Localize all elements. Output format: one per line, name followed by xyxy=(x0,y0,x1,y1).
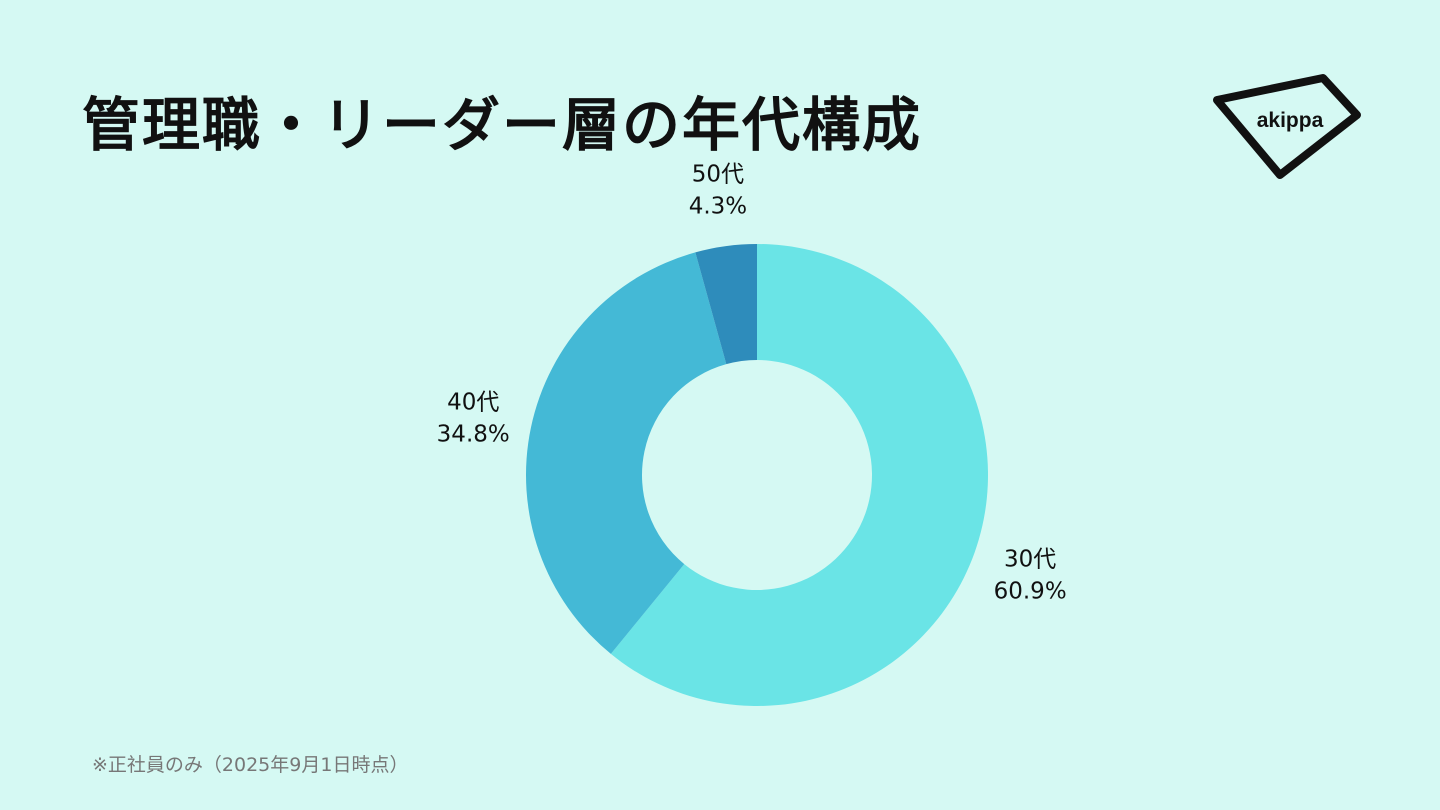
donut-slice-3 xyxy=(695,244,757,365)
slice-category-label: 50代 xyxy=(692,162,744,188)
akippa-logo: akippa xyxy=(1213,74,1361,179)
donut-slice-1 xyxy=(610,244,988,706)
page-title: 管理職・リーダー層の年代構成 xyxy=(82,91,923,159)
slice-value-label: 60.9% xyxy=(994,578,1067,604)
slice-value-label: 4.3% xyxy=(689,194,747,220)
footnote: ※正社員のみ（2025年9月1日時点） xyxy=(92,754,409,776)
logo-text: akippa xyxy=(1257,109,1324,132)
slice-category-label: 30代 xyxy=(1004,546,1056,572)
slice-value-label: 34.8% xyxy=(437,421,510,447)
donut-slice-2 xyxy=(526,252,727,654)
slice-category-label: 40代 xyxy=(447,389,499,415)
